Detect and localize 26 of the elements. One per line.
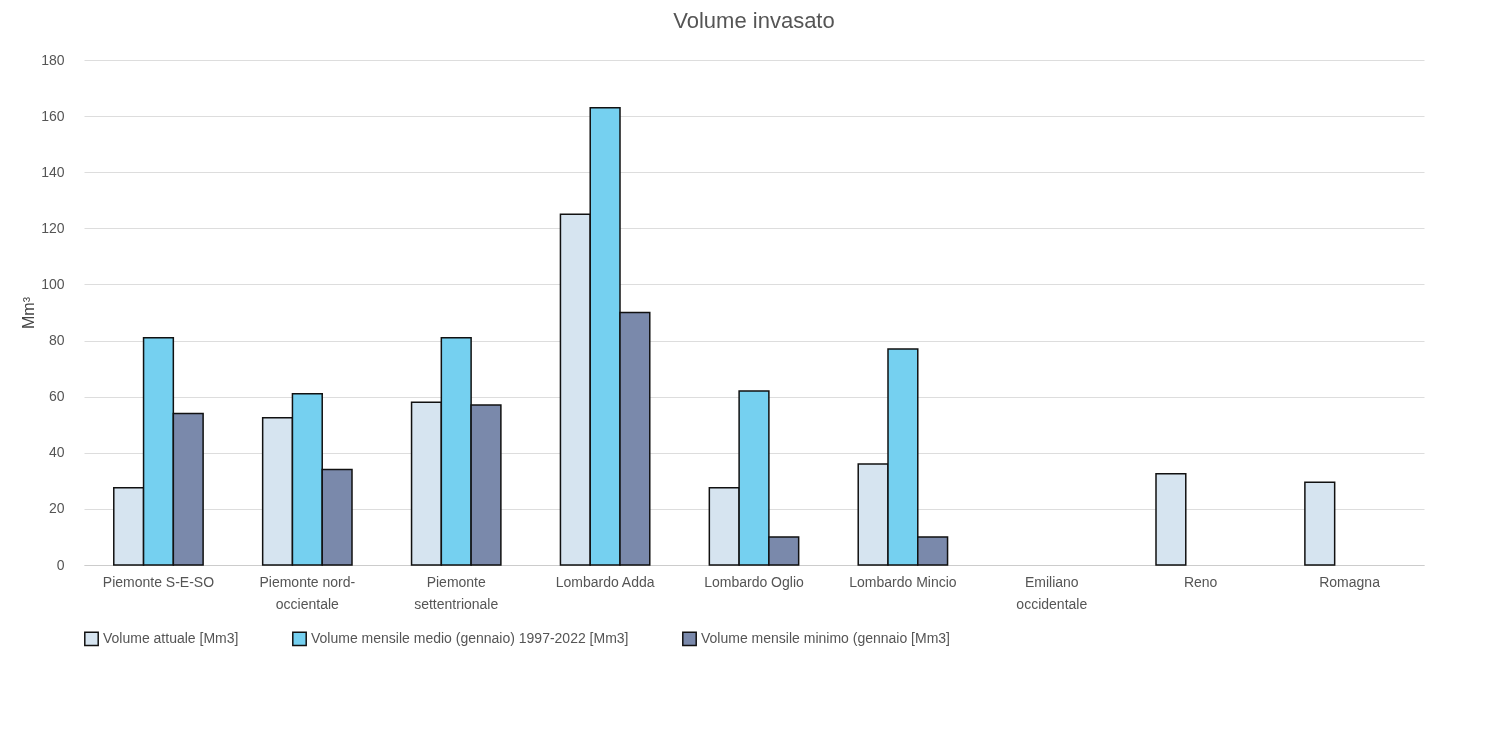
y-tick-label: 60 (48, 388, 65, 405)
y-tick-label: 160 (41, 107, 65, 124)
legend-label: Volume mensile medio (gennaio) 1997-2022 [Mm3] (311, 629, 629, 646)
x-tick-label: Lombardo Mincio (849, 573, 957, 590)
y-tick-label: 180 (41, 51, 65, 68)
x-tick-label: Reno (1183, 573, 1218, 590)
y-axis-title: Mm³ (20, 296, 38, 329)
chart-title: Volume invasato (673, 8, 835, 33)
y-tick-label: 80 (48, 332, 65, 349)
y-tick-label: 40 (48, 444, 65, 461)
x-tick-label: Lombardo Oglio (704, 573, 805, 590)
x-tick-label: Piemonte nord-occientale (259, 573, 356, 612)
x-tick-label: Emiliano occidentale (1016, 573, 1088, 612)
legend-label: Volume attuale [Mm3] (103, 629, 239, 646)
legend-label: Volume mensile minimo (gennaio [Mm3] (701, 629, 950, 646)
bar (1304, 481, 1336, 566)
y-tick-label: 100 (41, 275, 65, 292)
y-tick-label: 0 (56, 556, 65, 573)
x-tick-label: Piemonte S-E-SO (102, 573, 215, 590)
bar (1155, 473, 1187, 566)
x-tick-label: Lombardo Adda (555, 573, 655, 590)
y-tick-label: 20 (48, 500, 65, 517)
x-tick-label: Piemonte settentrionale (414, 573, 499, 612)
x-tick-label: Romagna (1319, 573, 1381, 590)
y-tick-label: 120 (41, 219, 65, 236)
y-tick-label: 140 (41, 163, 65, 180)
